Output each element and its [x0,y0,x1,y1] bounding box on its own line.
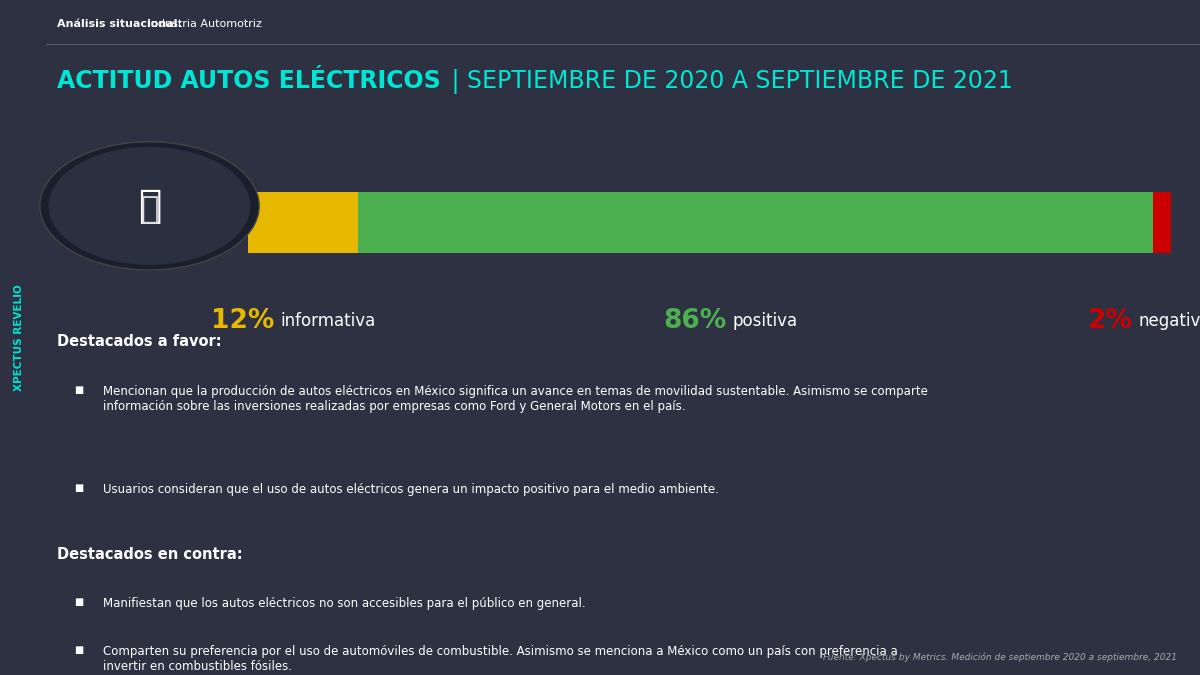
Text: Usuarios consideran que el uso de autos eléctricos genera un impacto positivo pa: Usuarios consideran que el uso de autos … [103,483,719,495]
Text: Destacados a favor:: Destacados a favor: [58,334,222,349]
Text: Mencionan que la producción de autos eléctricos en México significa un avance en: Mencionan que la producción de autos elé… [103,385,928,412]
Text: 🚙: 🚙 [140,195,158,223]
Text: 2%: 2% [1088,308,1133,333]
Text: Fuente: Xpectus by Metrics. Medición de septiembre 2020 a septiembre, 2021: Fuente: Xpectus by Metrics. Medición de … [823,652,1177,662]
Text: positiva: positiva [732,312,798,329]
Text: 12%: 12% [211,308,274,333]
Text: | SEPTIEMBRE DE 2020 A SEPTIEMBRE DE 2021: | SEPTIEMBRE DE 2020 A SEPTIEMBRE DE 202… [444,68,1013,94]
FancyBboxPatch shape [359,192,1153,253]
Text: Análisis situacional:: Análisis situacional: [58,19,182,28]
Circle shape [49,147,251,265]
Text: Manifiestan que los autos eléctricos no son accesibles para el público en genera: Manifiestan que los autos eléctricos no … [103,597,586,610]
Text: negativa: negativa [1139,312,1200,329]
Text: XPECTUS REVELIO: XPECTUS REVELIO [14,284,24,391]
Text: ■: ■ [74,385,84,395]
FancyBboxPatch shape [1153,192,1171,253]
Text: Industria Automotriz: Industria Automotriz [144,19,262,28]
Text: informativa: informativa [280,312,376,329]
Text: Destacados en contra:: Destacados en contra: [58,547,242,562]
Text: 🚗: 🚗 [138,187,161,225]
Text: ■: ■ [74,597,84,608]
Text: ■: ■ [74,645,84,655]
FancyBboxPatch shape [247,192,359,253]
Text: Comparten su preferencia por el uso de automóviles de combustible. Asimismo se m: Comparten su preferencia por el uso de a… [103,645,898,672]
Text: ACTITUD AUTOS ELÉCTRICOS: ACTITUD AUTOS ELÉCTRICOS [58,69,440,93]
Text: 86%: 86% [664,308,727,333]
Text: ■: ■ [74,483,84,493]
Circle shape [40,142,259,270]
